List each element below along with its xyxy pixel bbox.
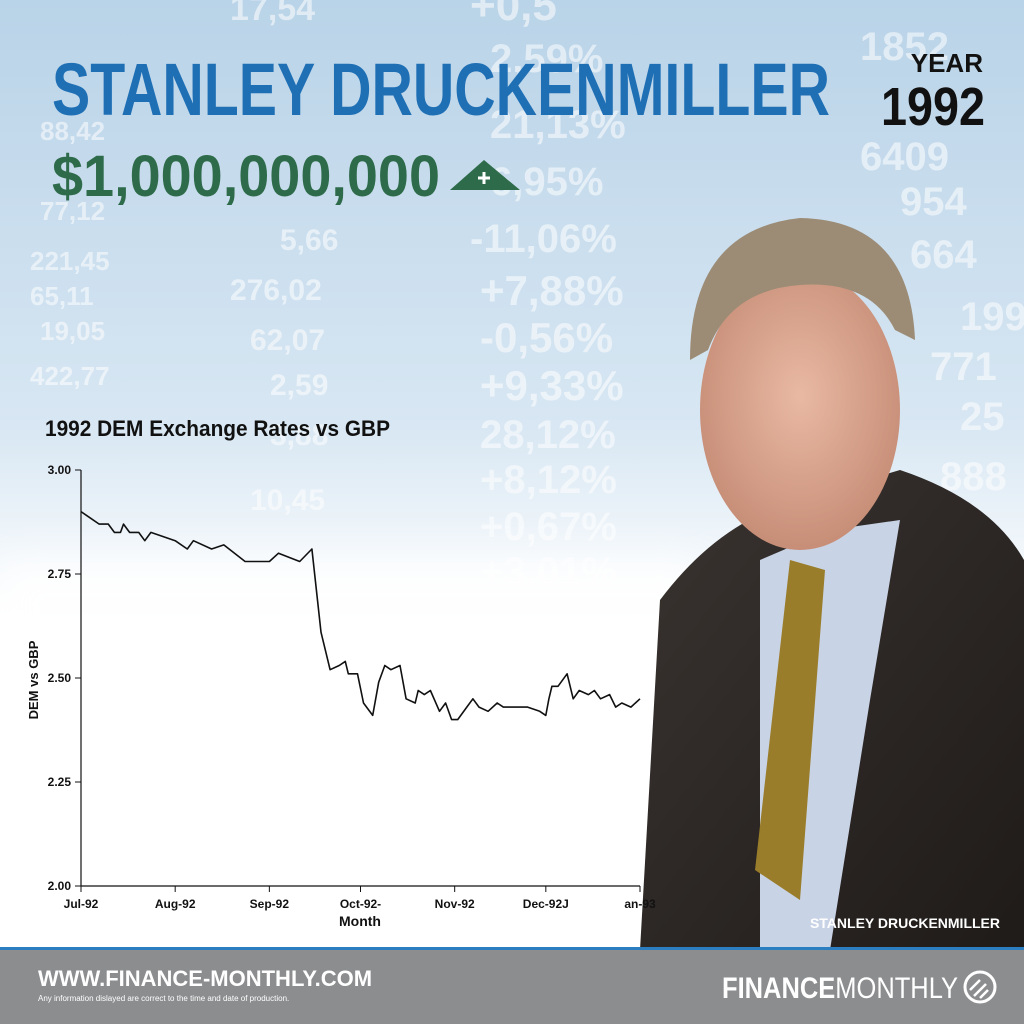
ticker-text: 19,05 bbox=[40, 316, 105, 346]
y-tick-label: 2.00 bbox=[48, 879, 72, 893]
x-tick-label: Jul-92 bbox=[64, 897, 99, 911]
chart-title: 1992 DEM Exchange Rates vs GBP bbox=[45, 416, 390, 441]
ticker-text: 65,11 bbox=[30, 281, 94, 311]
year: 1992 bbox=[881, 77, 985, 137]
year-label: YEAR bbox=[911, 48, 983, 78]
ticker-text: +0,67% bbox=[480, 505, 617, 549]
logo-light: MONTHLY bbox=[835, 972, 958, 1005]
footer-rule bbox=[0, 947, 1024, 950]
hair bbox=[690, 218, 915, 360]
x-tick-label: an-93 bbox=[624, 897, 656, 911]
ticker-text: 3,88 bbox=[270, 419, 328, 452]
face bbox=[700, 270, 900, 550]
ticker-text: 276,02 bbox=[230, 274, 322, 307]
ticker-text: +7,88% bbox=[480, 267, 624, 314]
x-axis-label: Month bbox=[339, 913, 381, 929]
ticker-text: 954 bbox=[900, 180, 967, 224]
ticker-text: 62,07 bbox=[250, 324, 325, 357]
ticker-text: 199 bbox=[960, 295, 1024, 339]
ticker-text: 28,12% bbox=[480, 413, 616, 457]
ticker-text: 1852 bbox=[860, 25, 949, 69]
headline-name: STANLEY DRUCKENMILLER bbox=[52, 48, 830, 131]
ticker-text: 17,54 bbox=[230, 0, 315, 28]
y-tick-label: 3.00 bbox=[48, 463, 72, 477]
ticker-text: 422,77 bbox=[30, 361, 110, 391]
ticker-text: 25 bbox=[960, 395, 1005, 439]
tie bbox=[755, 560, 825, 900]
ticker-text: 664 bbox=[910, 233, 977, 277]
x-tick-label: Oct-92- bbox=[340, 897, 381, 911]
ticker-text: 2,59 bbox=[270, 369, 328, 402]
background-fade bbox=[0, 560, 700, 950]
ticker-text: 2,59% bbox=[490, 37, 603, 81]
x-tick-label: Sep-92 bbox=[250, 897, 290, 911]
ticker-text: -0,56% bbox=[480, 314, 613, 361]
plus-icon bbox=[478, 172, 490, 184]
logo-icon bbox=[963, 970, 997, 1004]
portrait bbox=[640, 218, 1024, 950]
footer-logo: FINANCEMONTHLY bbox=[722, 972, 958, 1005]
ticker-text: 221,45 bbox=[30, 246, 110, 276]
ticker-text: 88,42 bbox=[40, 116, 105, 146]
y-tick-label: 2.75 bbox=[48, 567, 72, 581]
footer bbox=[0, 950, 1024, 1024]
ticker-text: 10,45 bbox=[250, 484, 325, 517]
ticker-text: 771 bbox=[930, 345, 997, 389]
ticker-text: 77,12 bbox=[40, 196, 105, 226]
logo-bold: FINANCE bbox=[722, 972, 835, 1005]
ticker-text: -11,06% bbox=[470, 217, 617, 261]
ticker-text: +0,5 bbox=[470, 0, 557, 30]
x-tick-label: Dec-92J bbox=[523, 897, 569, 911]
ticker-text: 21,13% bbox=[490, 103, 626, 147]
ticker-text: 888 bbox=[940, 455, 1007, 499]
chart: 1992 DEM Exchange Rates vs GBP Month DEM… bbox=[26, 416, 656, 929]
x-tick-label: Nov-92 bbox=[435, 897, 475, 911]
y-tick-label: 2.50 bbox=[48, 671, 72, 685]
data-line bbox=[80, 510, 641, 721]
x-tick-label: Aug-92 bbox=[155, 897, 196, 911]
ticker-text: 6409 bbox=[860, 135, 949, 179]
footer-url: WWW.FINANCE-MONTHLY.COM bbox=[38, 966, 372, 991]
y-tick-label: 2.25 bbox=[48, 775, 72, 789]
ticker-text: 5,66 bbox=[280, 224, 338, 257]
headline-amount: $1,000,000,000 bbox=[52, 144, 440, 209]
ticker-text: +8,12% bbox=[480, 458, 617, 502]
footer-disclaimer: Any information dislayed are correct to … bbox=[38, 994, 289, 1003]
logo-icon-lines bbox=[969, 979, 989, 999]
y-axis-label: DEM vs GBP bbox=[26, 640, 41, 719]
photo-caption: STANLEY DRUCKENMILLER bbox=[810, 915, 1000, 931]
ticker-text: +9,33% bbox=[480, 362, 624, 409]
